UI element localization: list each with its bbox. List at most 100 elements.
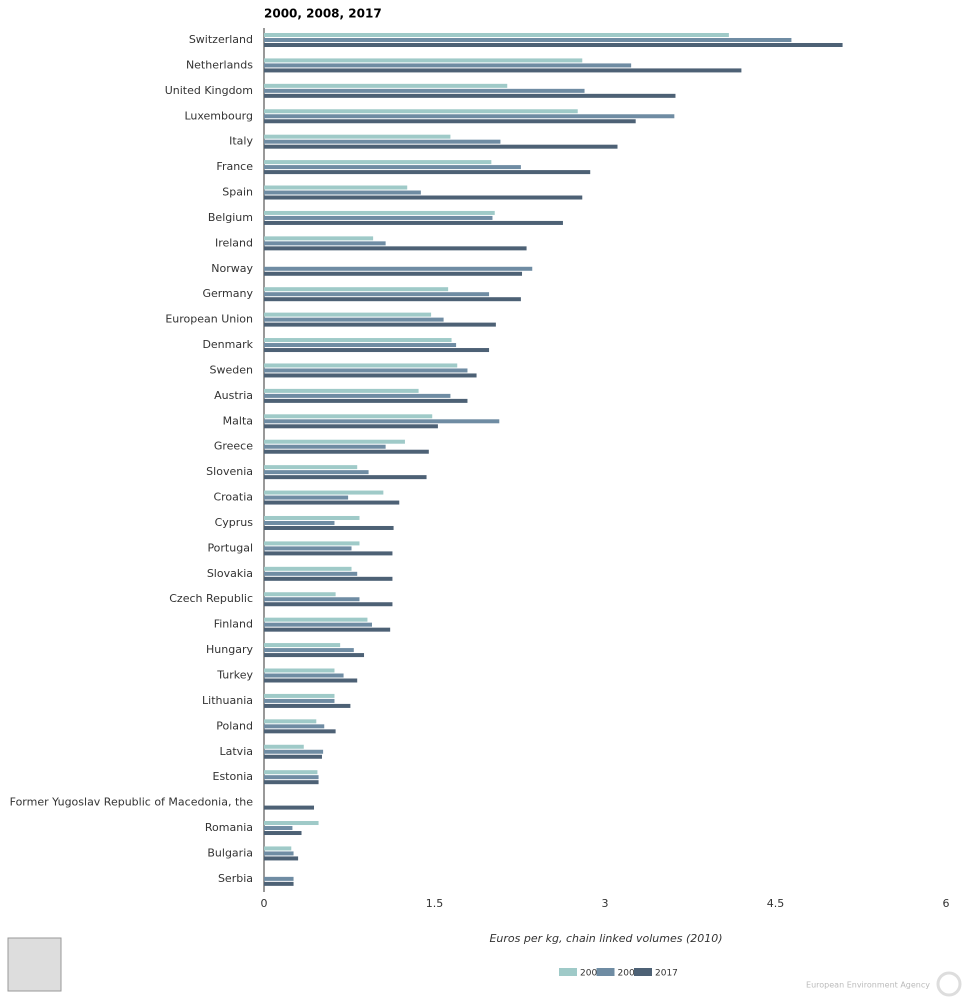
bar [264, 490, 384, 495]
y-tick-label: United Kingdom [165, 84, 253, 97]
y-tick-label: Germany [202, 287, 253, 300]
bar [264, 729, 336, 734]
y-tick-label: Slovenia [206, 465, 253, 478]
bar [264, 160, 492, 165]
y-tick-label: Latvia [220, 745, 254, 758]
bar [264, 520, 335, 525]
y-tick-label: European Union [165, 313, 253, 326]
bar [264, 363, 458, 368]
bar [264, 500, 400, 505]
y-tick-label: Bulgaria [207, 846, 253, 859]
bar [264, 780, 319, 785]
bar [264, 831, 302, 836]
bar [264, 546, 352, 551]
bar [264, 846, 292, 851]
bar [264, 43, 843, 47]
bar [264, 826, 293, 831]
bar [264, 190, 421, 195]
y-tick-label: Malta [223, 414, 253, 427]
bar [264, 388, 419, 393]
y-tick-label: Sweden [210, 363, 253, 376]
bar [264, 744, 304, 749]
bar [264, 241, 386, 246]
y-tick-label: France [216, 160, 253, 173]
bar [264, 703, 351, 708]
y-tick-label: Norway [211, 262, 253, 275]
bar [264, 698, 335, 703]
y-tick-label: Former Yugoslav Republic of Macedonia, t… [10, 796, 254, 809]
bar [264, 821, 319, 826]
bar [264, 653, 365, 658]
bar [264, 881, 294, 886]
bar [264, 622, 372, 627]
x-tick-label: 0 [261, 897, 268, 910]
bar [264, 134, 451, 139]
bar [264, 673, 344, 678]
bar [264, 770, 318, 775]
bar [264, 643, 341, 648]
legend-swatch [559, 968, 577, 976]
bar [264, 38, 792, 42]
bar [264, 470, 369, 475]
bar [264, 393, 451, 398]
y-tick-label: Estonia [213, 770, 254, 783]
logo [936, 971, 962, 997]
legend-swatch [634, 968, 652, 976]
bar [264, 602, 393, 607]
bar [264, 724, 325, 729]
bar [264, 220, 563, 225]
bar [264, 317, 444, 322]
legend-label: 2017 [655, 969, 678, 979]
bar [264, 754, 322, 759]
x-tick-label: 3 [602, 897, 609, 910]
bar [264, 576, 393, 581]
bar [264, 805, 315, 810]
bar [264, 693, 335, 698]
bar [264, 465, 358, 470]
bar [264, 414, 433, 419]
y-tick-label: Italy [229, 135, 253, 148]
y-tick-label: Serbia [218, 872, 253, 885]
bar [264, 343, 457, 348]
bar [264, 851, 294, 856]
bar [264, 495, 349, 500]
y-tick-label: Spain [222, 186, 253, 199]
bar [264, 449, 429, 454]
bar [264, 312, 432, 317]
bar [264, 271, 523, 276]
x-tick-label: 1.5 [426, 897, 444, 910]
y-tick-label: Switzerland [189, 33, 253, 46]
y-tick-label: Netherlands [186, 58, 253, 71]
bar [264, 170, 591, 175]
bar [264, 439, 405, 444]
bar [264, 215, 493, 220]
y-tick-label: Austria [214, 389, 253, 402]
y-tick-label: Belgium [208, 211, 253, 224]
y-tick-label: Czech Republic [169, 592, 253, 605]
legend-swatch [596, 968, 615, 976]
bar [264, 749, 324, 754]
bar [264, 322, 496, 327]
bar [264, 33, 729, 37]
bar [264, 566, 352, 571]
bar [264, 109, 578, 114]
x-axis-label: Euros per kg, chain linked volumes (2010… [489, 932, 722, 945]
bar [264, 398, 468, 403]
bar [264, 627, 391, 632]
bar [264, 551, 393, 556]
bar [264, 876, 294, 881]
bar [264, 648, 354, 653]
legend-label: 2008 [618, 969, 641, 979]
bar [264, 88, 585, 93]
y-tick-label: Portugal [207, 541, 253, 554]
bar [264, 83, 508, 88]
bar [264, 246, 527, 251]
y-tick-label: Ireland [215, 236, 253, 249]
bar [264, 58, 583, 63]
y-tick-label: Cyprus [215, 516, 254, 529]
y-tick-label: Denmark [202, 338, 253, 351]
y-tick-label: Greece [214, 440, 253, 453]
y-tick-label: Turkey [216, 669, 253, 682]
chart-title: 2000, 2008, 2017 [264, 7, 382, 21]
bar [264, 424, 438, 429]
